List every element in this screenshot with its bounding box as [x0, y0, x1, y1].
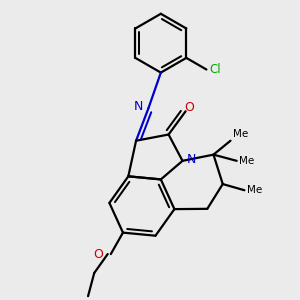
Text: O: O: [184, 101, 194, 114]
Text: Me: Me: [233, 129, 248, 139]
Text: Me: Me: [247, 185, 262, 195]
Text: Cl: Cl: [209, 63, 220, 76]
Text: N: N: [187, 153, 196, 166]
Text: N: N: [134, 100, 143, 113]
Text: Me: Me: [239, 156, 254, 166]
Text: O: O: [93, 248, 103, 261]
